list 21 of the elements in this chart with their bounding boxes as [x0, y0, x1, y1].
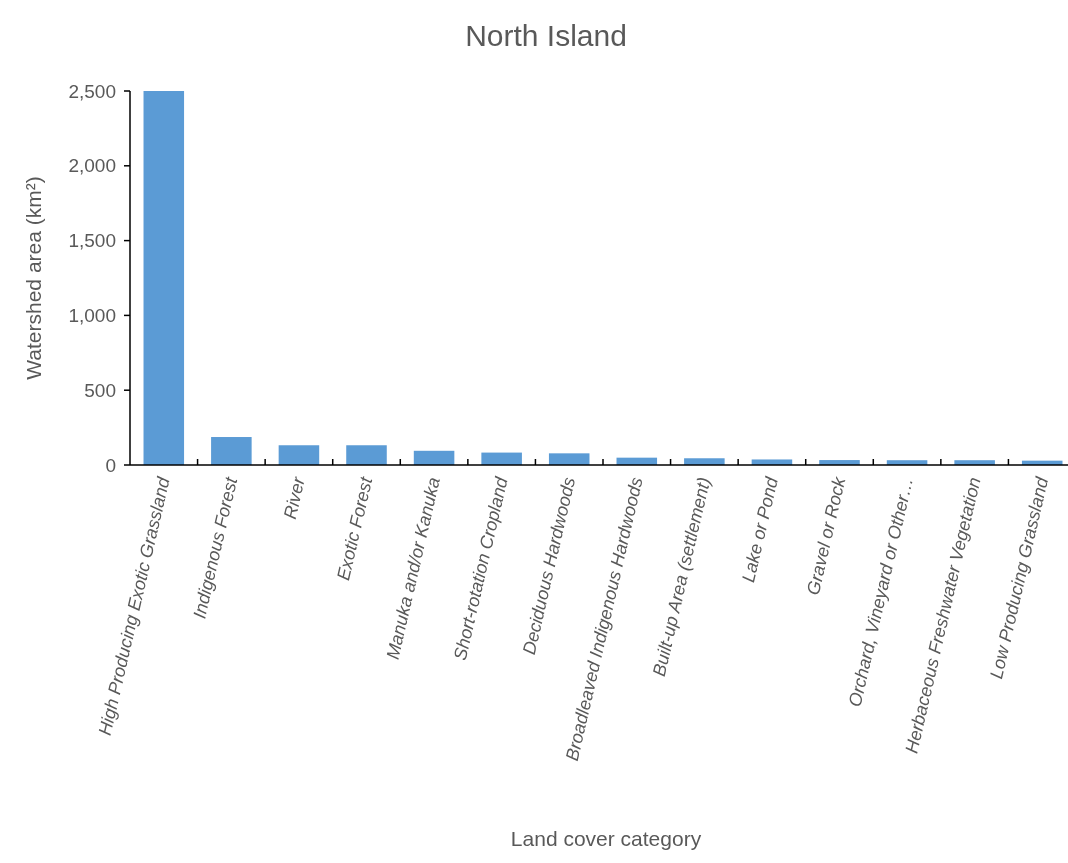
bar: [278, 445, 320, 465]
x-tick-label: Manuka and/or Kanuka: [382, 475, 444, 662]
y-tick-label: 1,000: [68, 305, 116, 327]
y-tick-label: 2,500: [68, 80, 116, 102]
chart-title: North Island: [465, 19, 627, 52]
y-axis-title: Watershed area (km²): [22, 176, 45, 380]
y-tick-label: 500: [84, 379, 116, 401]
x-tick-label: River: [279, 474, 310, 521]
x-tick-label: Lake or Pond: [738, 474, 783, 585]
bar: [548, 453, 590, 465]
bar: [211, 437, 252, 465]
bar: [481, 452, 522, 465]
bar: [413, 450, 455, 465]
x-axis-title: Land cover category: [510, 827, 702, 850]
bar: [143, 91, 185, 465]
y-tick-label: 0: [105, 454, 116, 476]
bar: [684, 458, 725, 465]
y-tick-label: 2,000: [68, 155, 116, 177]
y-tick-label: 1,500: [68, 230, 116, 252]
x-tick-label: Exotic Forest: [333, 474, 377, 583]
bar: [346, 445, 387, 465]
